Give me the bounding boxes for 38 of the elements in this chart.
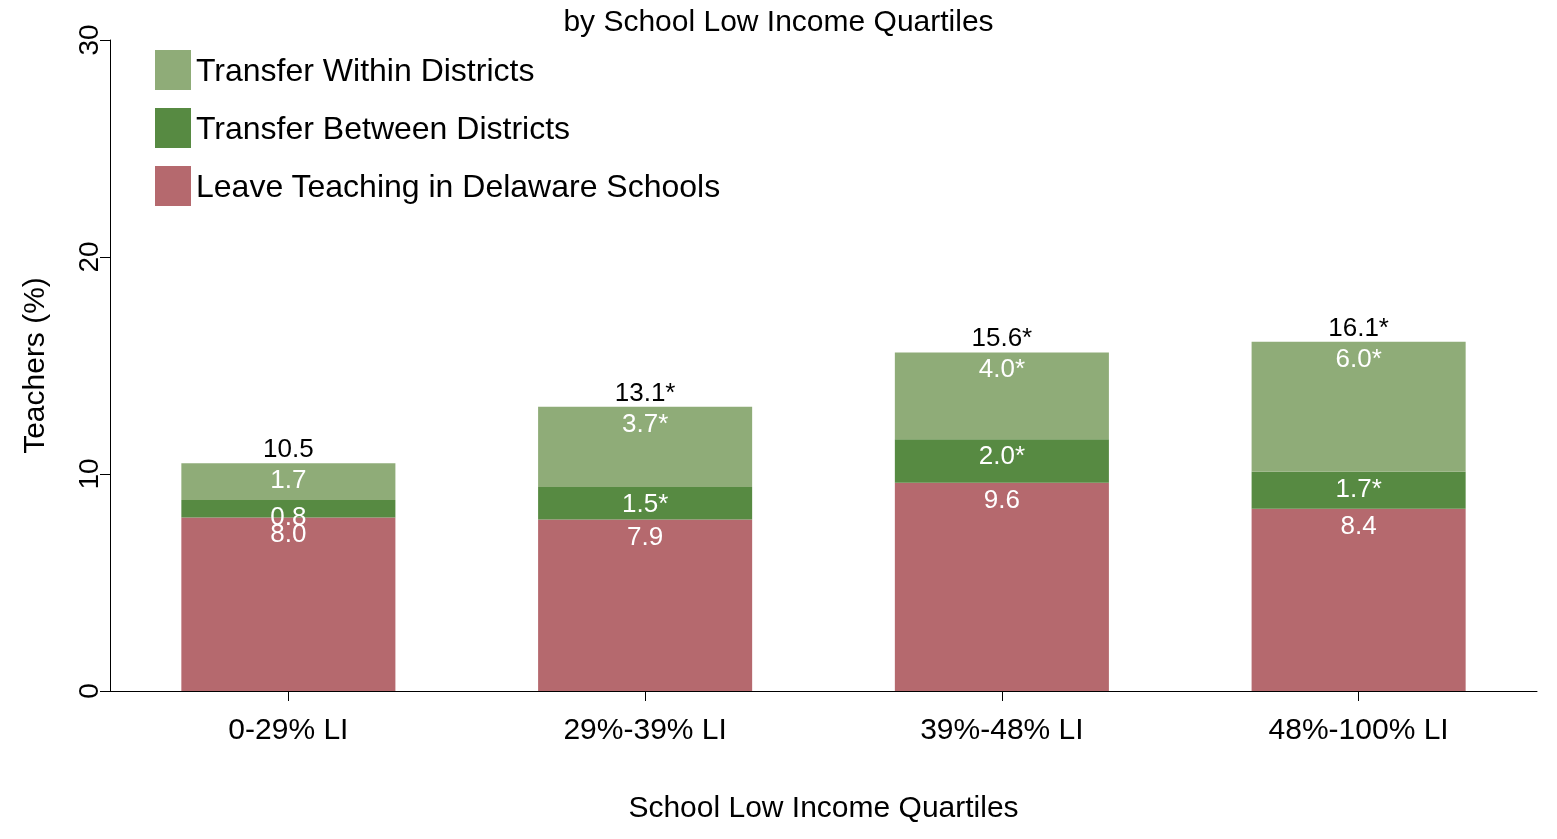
chart-title: by School Low Income Quartiles (563, 3, 994, 37)
data-label: 2.0* (978, 440, 1026, 471)
total-label: 13.1* (614, 376, 676, 407)
legend-label: Leave Teaching in Delaware Schools (196, 168, 721, 204)
total-label: 10.5 (263, 433, 314, 464)
bar (1251, 508, 1466, 691)
legend-label: Transfer Within Districts (196, 52, 535, 88)
data-label: 9.6 (983, 483, 1020, 514)
x-tick-label: 0-29% LI (228, 711, 349, 745)
x-tick-label: 39%-48% LI (920, 711, 1084, 745)
bar (894, 482, 1109, 691)
data-label: 8.4 (1340, 509, 1377, 540)
bar (538, 487, 753, 520)
data-label: 4.0* (978, 353, 1026, 384)
legend-label: Transfer Between Districts (196, 110, 571, 146)
total-label: 16.1* (1328, 311, 1389, 342)
bar (1251, 471, 1466, 509)
data-label: 1.5* (621, 488, 669, 519)
data-label: 7.9 (627, 520, 664, 551)
x-axis-title: School Low Income Quartiles (628, 789, 1019, 823)
bar (538, 406, 753, 488)
bar (894, 439, 1109, 483)
bar (181, 463, 396, 501)
bar (538, 519, 753, 691)
data-label: 1.7* (1335, 472, 1382, 503)
x-tick-label: 29%-39% LI (563, 711, 727, 745)
bar (894, 352, 1109, 440)
x-tick-label: 48%-100% LI (1268, 711, 1449, 745)
y-tick-label: 30 (72, 24, 104, 56)
data-label: 3.7* (621, 407, 669, 438)
y-axis-title: Teachers (%) (16, 277, 50, 454)
data-label: 6.0* (1335, 342, 1382, 373)
data-label: 1.7 (270, 464, 307, 495)
total-label: 15.6* (971, 322, 1033, 353)
y-tick-label: 20 (72, 241, 104, 273)
y-tick-label: 10 (72, 458, 104, 490)
bar (1251, 341, 1466, 472)
y-tick-label: 0 (72, 683, 104, 699)
